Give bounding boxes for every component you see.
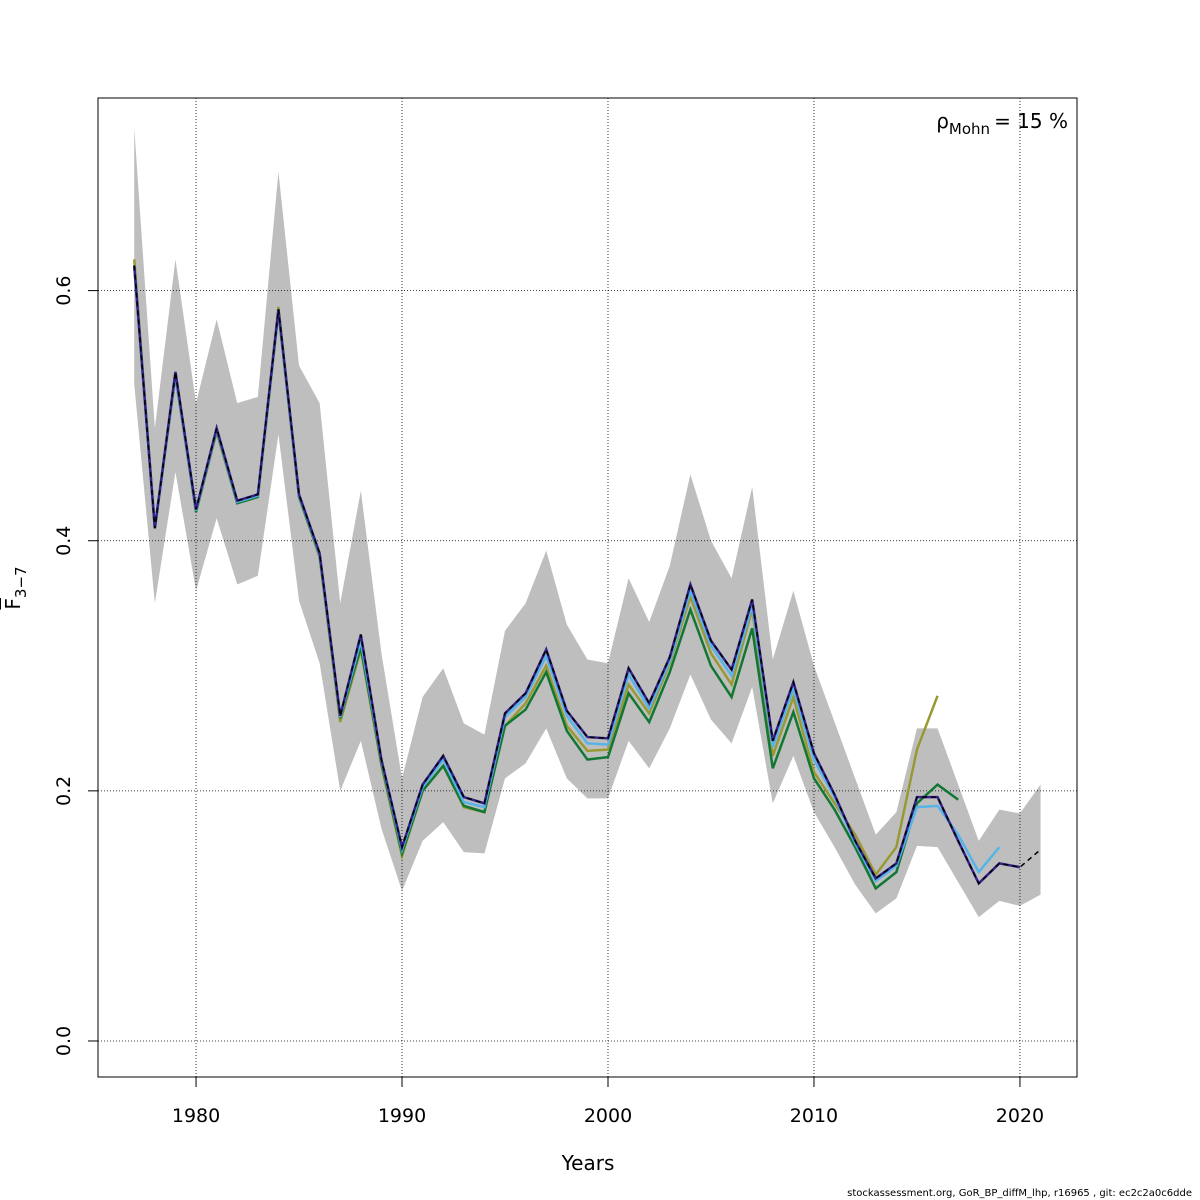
x-tick-label: 2010: [790, 1105, 838, 1127]
y-tick-label: 0.2: [53, 776, 75, 806]
footer: stockassessment.org, GoR_BP_diffM_lhp, r…: [847, 1188, 1192, 1199]
y-label-sub: 3−7: [12, 566, 30, 598]
y-label-main: F: [1, 598, 25, 610]
x-tick-label: 2020: [996, 1105, 1044, 1127]
y-tick-label: 0.0: [53, 1026, 75, 1056]
y-label-text: F3−7: [1, 566, 30, 609]
plot-frame: [97, 97, 1078, 1078]
confidence-band: [134, 128, 1041, 918]
x-tick-label: 1980: [172, 1105, 220, 1127]
x-tick-label: 1990: [378, 1105, 426, 1127]
annotation-text: = 15 %: [994, 109, 1068, 133]
y-tick-label: 0.6: [53, 275, 75, 305]
annotation-symbol: ρ: [936, 109, 949, 133]
y-axis-label: F3−7: [1, 566, 30, 609]
annotation-sub: Mohn: [949, 120, 990, 138]
x-tick-label: 2000: [584, 1105, 632, 1127]
x-axis-label: Years: [561, 1151, 615, 1175]
y-tick-label: 0.4: [53, 526, 75, 556]
annotation: ρMohn = 15 %: [936, 109, 1068, 138]
